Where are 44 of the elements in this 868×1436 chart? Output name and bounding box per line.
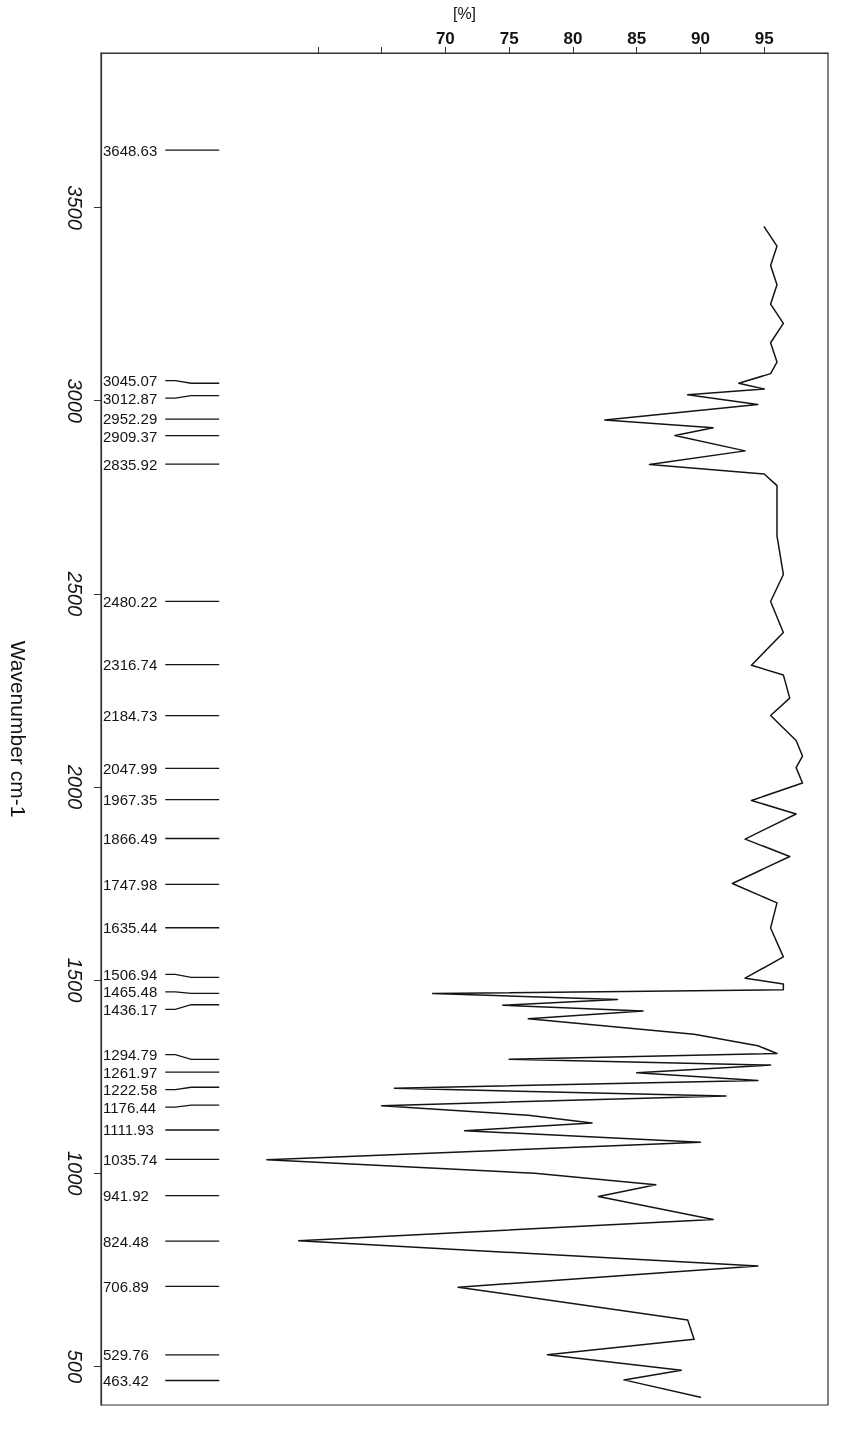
y-axis-title: Wavenumber cm-1	[7, 640, 30, 818]
x-axis-title: [%]	[452, 4, 477, 22]
y-tick-label: 2500	[64, 570, 86, 617]
ref-line-label: 1635.44	[103, 919, 158, 937]
ref-line-label: 2480.22	[103, 592, 158, 610]
y-tick-label: 2000	[64, 763, 86, 810]
ref-line-label: 2047.99	[103, 759, 158, 777]
ref-line-label: 941.92	[103, 1187, 149, 1205]
ref-line-label: 1866.49	[103, 830, 158, 848]
ref-line-label: 529.76	[103, 1346, 149, 1364]
ref-line-label: 463.42	[103, 1372, 149, 1389]
x-tick-label: 80	[563, 29, 583, 48]
ref-line-label: 3648.63	[103, 141, 158, 159]
ref-line-label: 1465.48	[103, 983, 158, 1001]
x-tick-label: 95	[754, 29, 774, 48]
ref-line-label: 1294.79	[103, 1046, 158, 1064]
ref-line-label: 3045.07	[103, 372, 158, 390]
y-tick-label: 1000	[64, 1150, 86, 1196]
ref-line-label: 1176.44	[103, 1098, 157, 1116]
ref-line-label: 1506.94	[103, 965, 158, 983]
ref-line-label: 1222.58	[103, 1081, 158, 1099]
ref-line-label: 2952.29	[103, 410, 158, 428]
ref-line-label: 2835.92	[103, 455, 158, 473]
ref-line-label: 2184.73	[103, 707, 158, 725]
ref-line-label: 1261.97	[103, 1063, 158, 1081]
ref-line-label: 1436.17	[103, 1000, 158, 1018]
ref-line-label: 2909.37	[103, 427, 158, 445]
x-tick-label: 85	[627, 29, 647, 48]
y-tick-label: 500	[64, 1349, 86, 1384]
y-tick-label: 3500	[64, 185, 86, 230]
x-tick-label: 75	[499, 29, 519, 48]
ref-line-label: 3012.87	[103, 389, 158, 407]
ref-line-label: 1747.98	[103, 875, 158, 893]
ref-line-label: 824.48	[103, 1232, 149, 1250]
ref-line-label: 1111.93	[103, 1121, 154, 1139]
line-series	[266, 226, 804, 1399]
ref-line-label: 2316.74	[103, 656, 158, 674]
ref-line-label: 1035.74	[103, 1150, 158, 1168]
y-tick-label: 3000	[64, 378, 86, 423]
ref-line-label: 706.89	[103, 1277, 149, 1295]
y-tick-label: 1500	[64, 957, 86, 1003]
x-tick-label: 90	[691, 29, 710, 48]
ref-line-label: 1967.35	[103, 791, 158, 809]
x-tick-label: 70	[435, 29, 455, 48]
